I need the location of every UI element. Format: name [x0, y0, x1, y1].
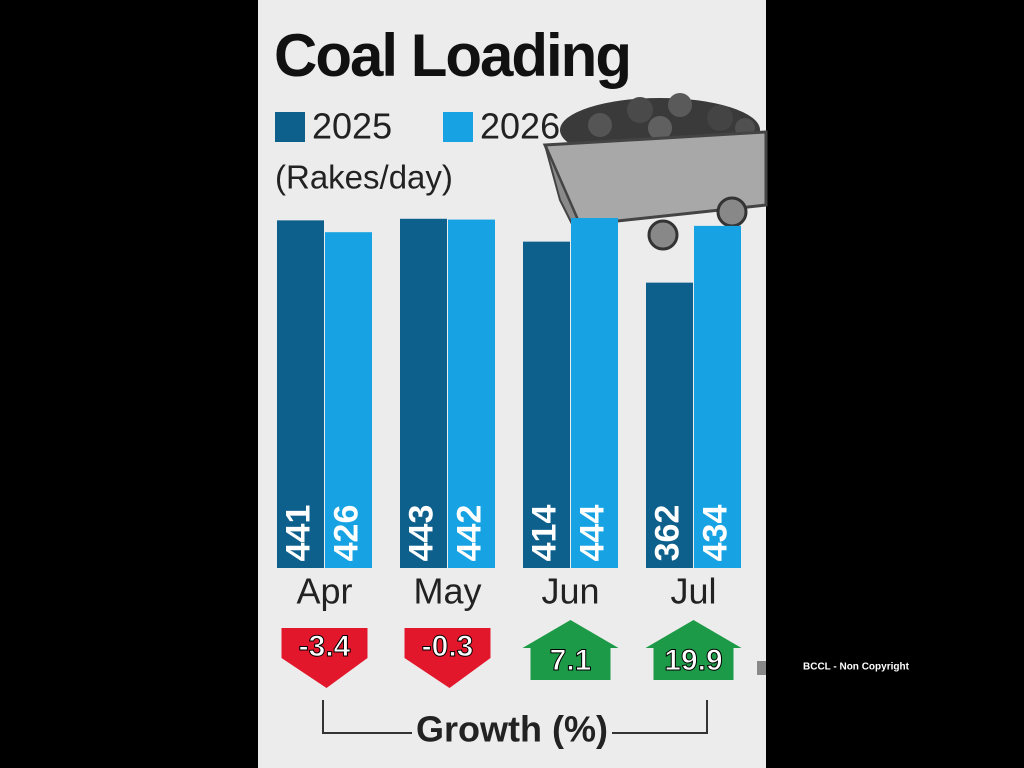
value-label: 441 [279, 505, 317, 562]
x-tick-label: Apr [296, 571, 352, 612]
growth-value: 19.9 [664, 644, 722, 677]
bar [277, 220, 324, 568]
bar [694, 225, 741, 569]
x-tick-label: Jun [541, 571, 599, 612]
growth-bracket [322, 700, 708, 734]
bar [571, 218, 618, 568]
chart-title: Coal Loading [274, 22, 630, 89]
value-label: 434 [696, 505, 734, 562]
x-tick-label: Jul [670, 571, 716, 612]
legend-swatch [275, 112, 305, 142]
growth-value: -0.3 [422, 630, 474, 663]
bar [325, 232, 372, 568]
credit: BCCL - Non Copyright [803, 662, 910, 673]
growth-arrow [281, 628, 368, 688]
growth-value: 7.1 [550, 644, 592, 677]
value-label: 443 [402, 505, 440, 562]
value-label: 362 [648, 505, 686, 562]
coal-cart [542, 93, 768, 251]
growth-arrow [404, 628, 491, 688]
growth-arrow [645, 620, 742, 680]
growth-value: -3.4 [299, 630, 351, 663]
unit-label: (Rakes/day) [275, 159, 453, 196]
x-tick-label: May [413, 571, 481, 612]
bar [400, 218, 447, 569]
legend-label: 2025 [312, 106, 392, 147]
bar [523, 241, 570, 568]
legend-swatch [443, 112, 473, 142]
bar [448, 219, 495, 568]
value-label: 426 [327, 505, 365, 562]
marker [757, 661, 766, 675]
value-label: 444 [573, 505, 611, 562]
growth-label: Growth (%) [416, 709, 608, 750]
value-label: 414 [525, 505, 563, 562]
legend-label: 2026 [480, 106, 560, 147]
growth-arrow [522, 620, 619, 680]
bar [646, 282, 693, 568]
value-label: 442 [450, 505, 488, 562]
